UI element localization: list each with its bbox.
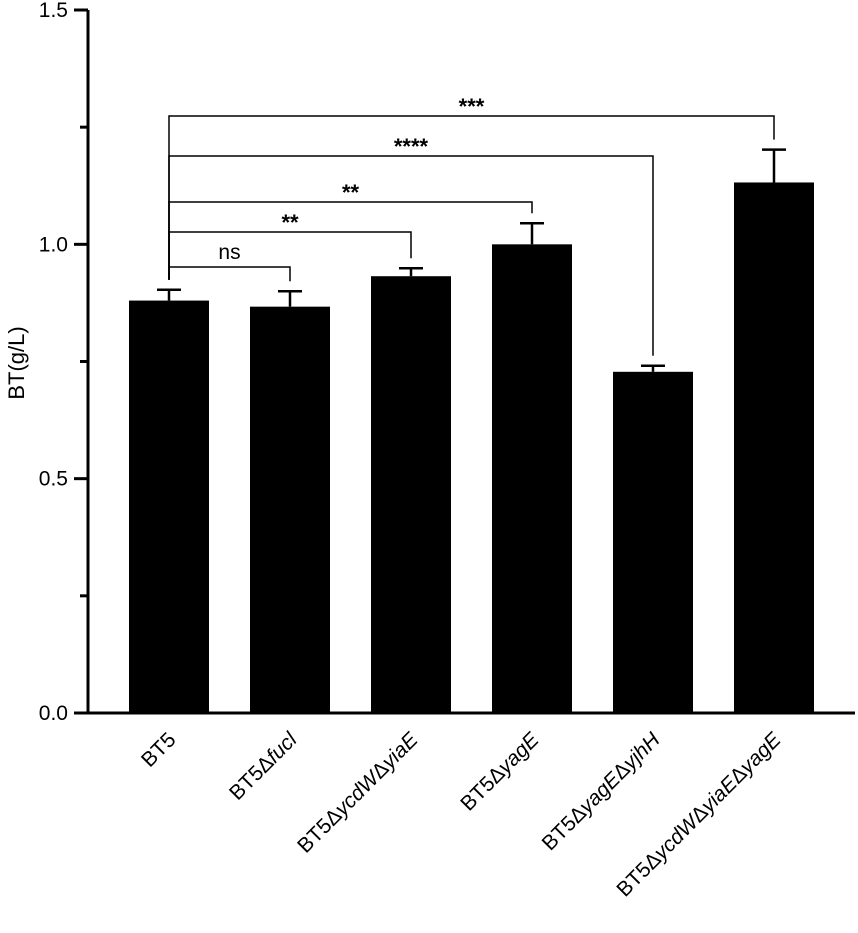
significance-bracket [168, 115, 775, 280]
y-tick-label: 1.5 [39, 0, 68, 22]
x-category-label: BT5ΔyagEΔyjhH [538, 728, 665, 855]
y-tick-label: 0.0 [39, 702, 68, 725]
bars-layer [129, 182, 814, 714]
y-tick-label: 1.0 [39, 233, 68, 256]
bar [129, 300, 209, 713]
bar [492, 244, 572, 714]
significance-label: *** [459, 94, 485, 119]
significance-label: ns [218, 241, 240, 264]
x-category-label: BT5 [137, 728, 180, 771]
y-axis-title: BT(g/L) [4, 326, 29, 399]
x-category-label: BT5ΔycdWΔyiaE [293, 728, 423, 858]
x-category-label: BT5Δfucl [225, 727, 302, 804]
x-category-label: BT5ΔyagE [456, 728, 544, 816]
significance-layer: ns*********** [168, 94, 775, 356]
significance-label: ** [281, 210, 299, 235]
bar [371, 276, 451, 713]
y-ticks-layer: 0.0 0.5 1.0 1.5 [39, 0, 88, 725]
y-tick-label: 0.5 [39, 468, 68, 491]
significance-label: **** [394, 134, 429, 159]
significance-label: ** [342, 180, 360, 205]
significance-bracket [168, 266, 291, 282]
bar [250, 306, 330, 713]
bar [734, 182, 814, 713]
error-bars-layer [157, 148, 786, 372]
bar [613, 371, 693, 713]
